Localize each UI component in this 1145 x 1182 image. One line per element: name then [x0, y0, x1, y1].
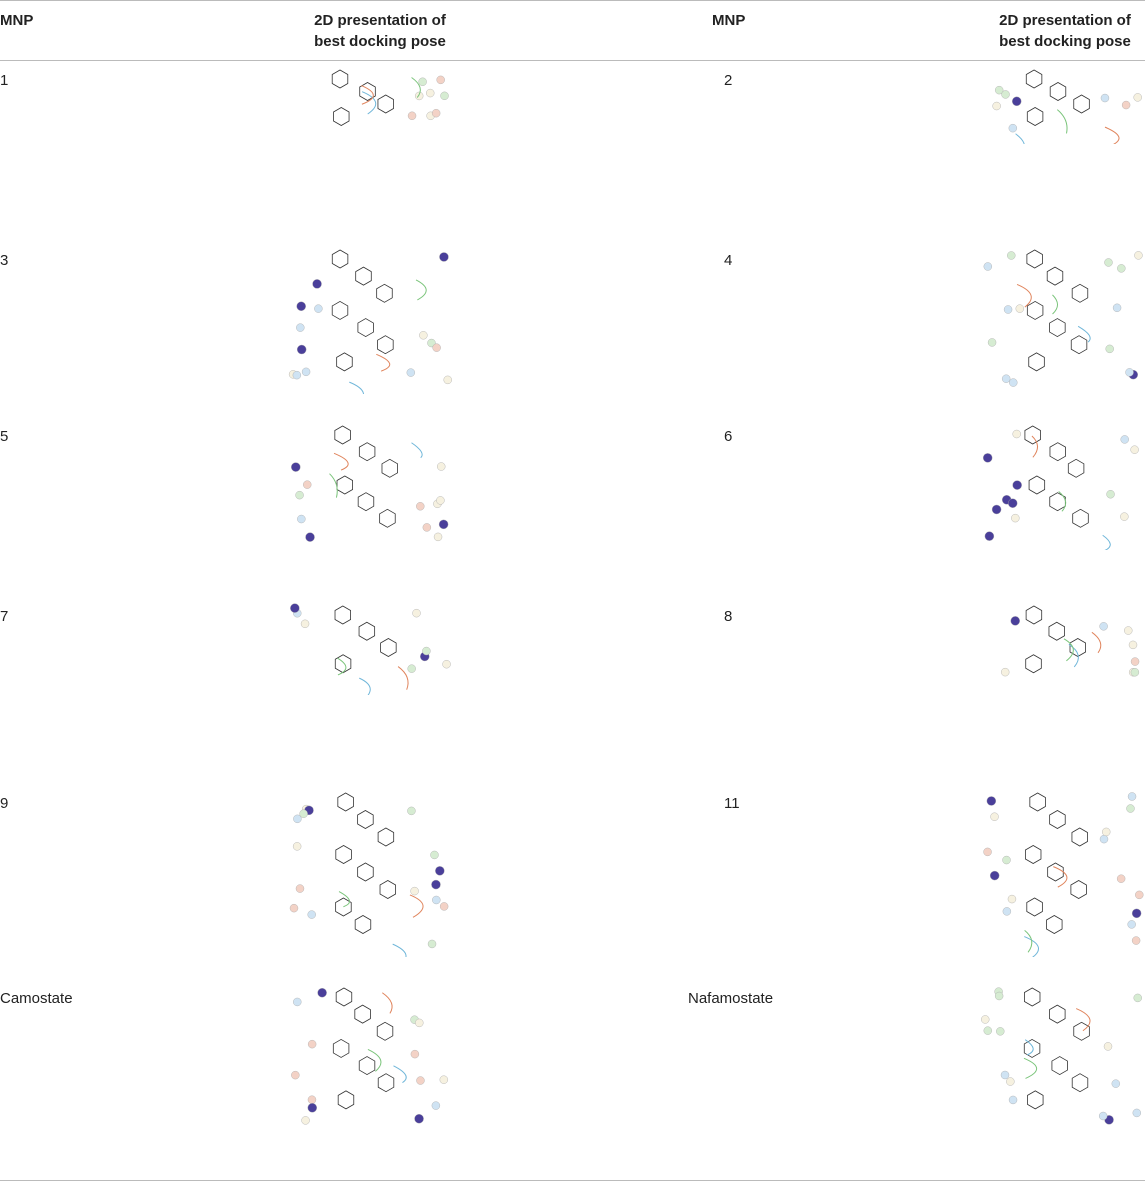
docking-pose-image: [983, 249, 1143, 387]
docking-pose-image: [288, 249, 452, 394]
mnp-label: 5: [0, 428, 9, 445]
docking-pose-image: [291, 987, 449, 1125]
docking-pose-image: [1001, 605, 1140, 677]
mnp-label: 11: [724, 795, 740, 812]
top-rule: [0, 0, 1145, 1]
mnp-label: 1: [0, 72, 9, 89]
docking-pose-image: [289, 792, 449, 957]
header-cell: 2D presentation of best docking pose: [314, 12, 446, 50]
docking-pose-image: [982, 425, 1139, 550]
bottom-rule: [0, 1180, 1145, 1181]
header-rule: [0, 60, 1145, 61]
mnp-label: Camostate: [0, 990, 73, 1007]
docking-pose-image: [291, 425, 449, 542]
docking-pose-image: [983, 792, 1144, 957]
mnp-label: 9: [0, 795, 9, 812]
docking-pose-image: [290, 603, 451, 695]
mnp-label: 2: [724, 72, 733, 89]
docking-pose-image: [981, 987, 1142, 1125]
docking-pose-image: [992, 69, 1142, 144]
docking-pose-image: [331, 69, 449, 126]
mnp-label: Nafamostate: [688, 990, 774, 1007]
mnp-label: 4: [724, 252, 733, 269]
mnp-label: 6: [724, 428, 733, 445]
mnp-label: 3: [0, 252, 9, 269]
mnp-label: 7: [0, 608, 9, 625]
header-cell: 2D presentation of best docking pose: [999, 12, 1131, 50]
mnp-label: 8: [724, 608, 733, 625]
header-cell: MNP: [0, 12, 34, 29]
header-cell: MNP: [712, 12, 746, 29]
